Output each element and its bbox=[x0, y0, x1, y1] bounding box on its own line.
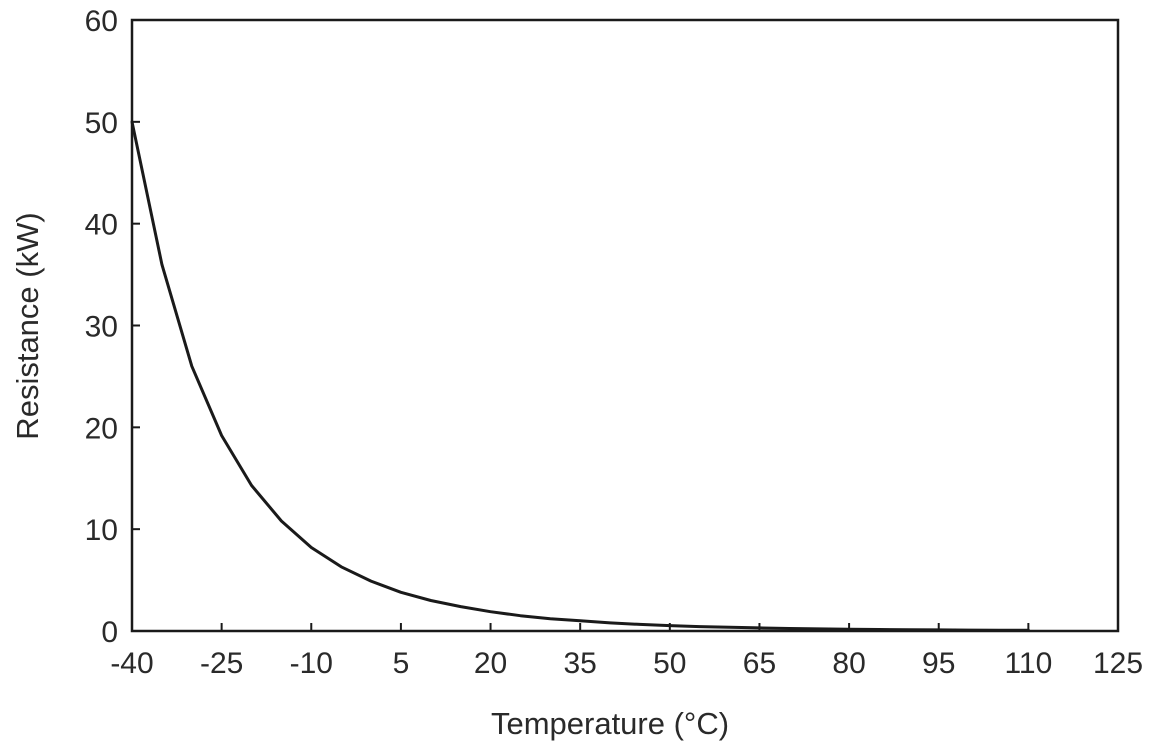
x-tick-label: 20 bbox=[474, 647, 507, 680]
y-tick-label: 20 bbox=[85, 412, 118, 445]
x-tick-label: -40 bbox=[110, 647, 153, 680]
x-tick-label: -25 bbox=[200, 647, 243, 680]
y-axis-label: Resistance (kW) bbox=[10, 212, 45, 439]
y-tick-label: 40 bbox=[85, 209, 118, 242]
plot-area-frame bbox=[132, 20, 1118, 631]
x-tick-label: 125 bbox=[1093, 647, 1143, 680]
x-axis-label: Temperature (°C) bbox=[491, 706, 729, 741]
x-tick-label: 5 bbox=[393, 647, 410, 680]
y-tick-label: 0 bbox=[101, 616, 118, 649]
series-line bbox=[132, 122, 1028, 631]
x-tick-label: 50 bbox=[653, 647, 686, 680]
x-tick-label: 65 bbox=[743, 647, 776, 680]
x-tick-label: 95 bbox=[922, 647, 955, 680]
x-tick-label: 35 bbox=[563, 647, 596, 680]
x-tick-label: 110 bbox=[1004, 647, 1052, 680]
x-tick-label: 80 bbox=[832, 647, 865, 680]
y-tick-label: 50 bbox=[85, 107, 118, 140]
x-tick-label: -10 bbox=[290, 647, 333, 680]
y-tick-label: 60 bbox=[85, 5, 118, 38]
y-tick-label: 10 bbox=[85, 514, 118, 547]
data-points bbox=[132, 122, 1029, 631]
y-tick-label: 30 bbox=[85, 311, 118, 344]
